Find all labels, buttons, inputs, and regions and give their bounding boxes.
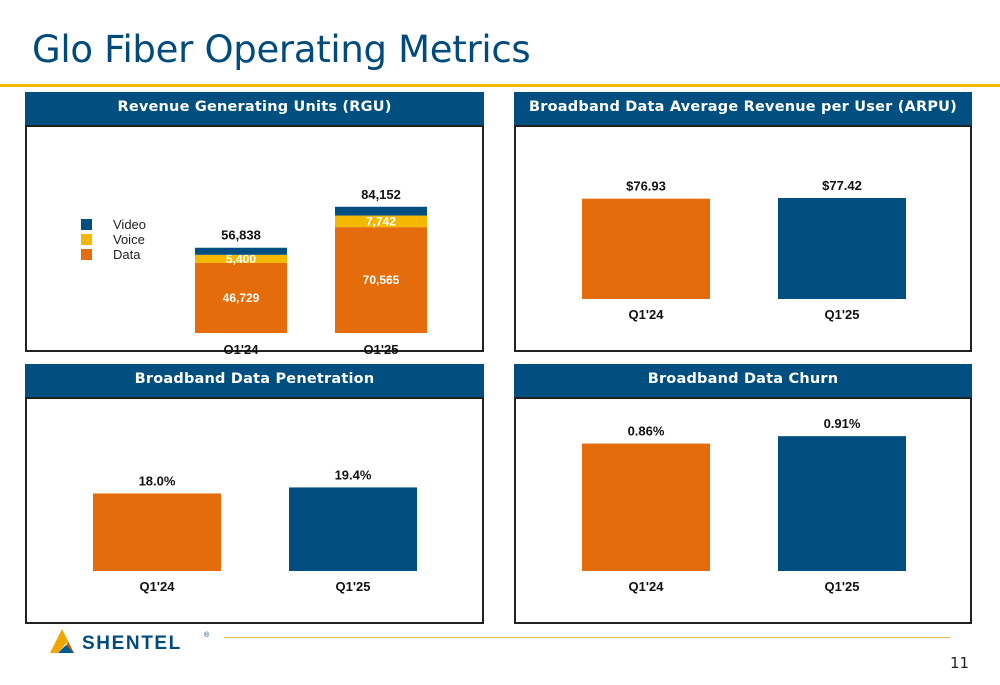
- data-label-1: 19.4%: [335, 467, 372, 482]
- legend-swatch-voice: [81, 234, 92, 245]
- logo-registered-mark: ®: [204, 631, 210, 639]
- bar-video-1: [335, 206, 427, 216]
- arpu-chart: $76.93 Q1'24 $77.42 Q1'25: [514, 125, 972, 352]
- footer-rule: [224, 637, 950, 638]
- bar-voice-0: [195, 254, 287, 263]
- churn-panel-header: Broadband Data Churn: [514, 364, 972, 397]
- data-label-0: 0.86%: [628, 424, 665, 439]
- bar-1: [289, 487, 417, 571]
- bar-video-0: [195, 247, 287, 255]
- rgu-panel-header: Revenue Generating Units (RGU): [25, 92, 484, 125]
- arpu-panel-header: Broadband Data Average Revenue per User …: [514, 92, 972, 125]
- page-title: Glo Fiber Operating Metrics: [32, 28, 531, 71]
- legend-swatch-video: [81, 219, 92, 230]
- total-label-0: 56,838: [221, 228, 261, 243]
- rgu-chart: 46,729 5,400 56,838 Q1'24 70,565 7,742 84,152 Q…: [25, 125, 484, 354]
- title-rule: [0, 84, 1000, 87]
- legend-swatch-data: [81, 249, 92, 260]
- data-label-voice-1: 7,742: [366, 214, 396, 228]
- churn-chart: 0.86% Q1'24 0.91% Q1'25: [514, 397, 972, 624]
- data-label-1: $77.42: [822, 178, 862, 193]
- penetration-panel-header: Broadband Data Penetration: [25, 364, 484, 397]
- category-label-1: Q1'25: [825, 307, 860, 322]
- penetration-chart: 18.0% Q1'24 19.4% Q1'25: [25, 397, 484, 624]
- data-label-0: $76.93: [626, 179, 666, 194]
- category-label-0: Q1'24: [140, 579, 176, 594]
- arpu-panel: Broadband Data Average Revenue per User …: [514, 92, 972, 352]
- bar-data-1: [335, 227, 427, 333]
- bar-1: [778, 198, 906, 299]
- rgu-panel: Revenue Generating Units (RGU) 46,729 5,4…: [25, 92, 484, 354]
- data-label-voice-0: 5,400: [226, 252, 256, 266]
- shentel-triangle-icon: [50, 629, 74, 653]
- shentel-logo: SHENTEL ®: [48, 625, 228, 666]
- total-label-1: 84,152: [361, 187, 401, 202]
- page-number: 11: [950, 654, 970, 672]
- penetration-panel: Broadband Data Penetration 18.0% Q1'24 19.…: [25, 364, 484, 624]
- bar-voice-1: [335, 215, 427, 228]
- data-label-1: 0.91%: [824, 416, 861, 431]
- category-label-1: Q1'25: [364, 342, 399, 354]
- legend-label-data: Data: [113, 247, 141, 262]
- category-label-0: Q1'24: [629, 579, 665, 594]
- category-label-0: Q1'24: [629, 307, 665, 322]
- category-label-1: Q1'25: [336, 579, 371, 594]
- data-label-0: 18.0%: [139, 473, 176, 488]
- data-label-data-0: 46,729: [223, 291, 260, 305]
- data-label-data-1: 70,565: [363, 273, 400, 287]
- bar-0: [582, 443, 710, 571]
- legend-label-video: Video: [113, 217, 146, 232]
- bar-0: [93, 493, 221, 571]
- bar-0: [582, 198, 710, 299]
- category-label-1: Q1'25: [825, 579, 860, 594]
- legend-label-voice: Voice: [113, 232, 145, 247]
- bar-1: [778, 436, 906, 571]
- category-label-0: Q1'24: [224, 342, 260, 354]
- bar-data-0: [195, 262, 287, 333]
- logo-text: SHENTEL: [82, 633, 182, 654]
- churn-panel: Broadband Data Churn 0.86% Q1'24 0.91% Q1'2…: [514, 364, 972, 624]
